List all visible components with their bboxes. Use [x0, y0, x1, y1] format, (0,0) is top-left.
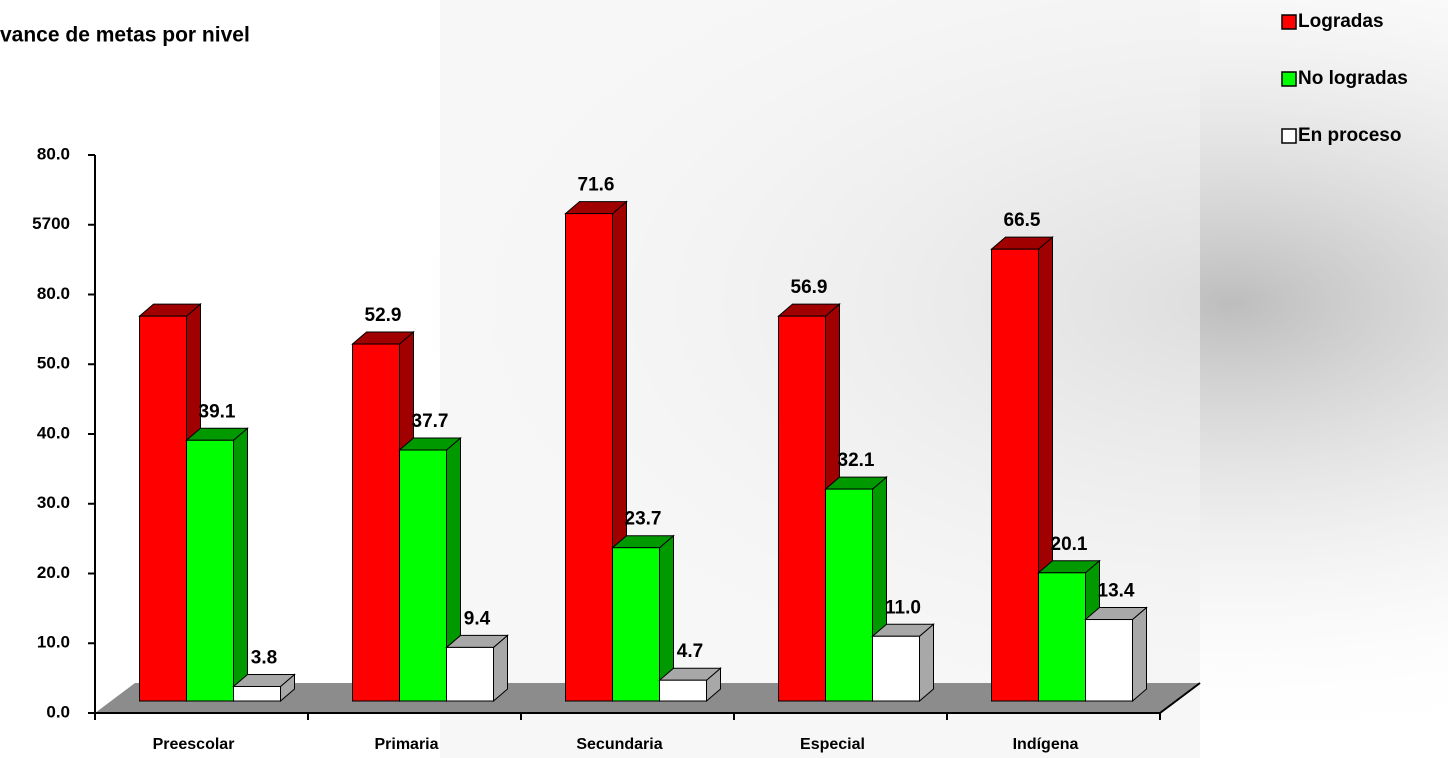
bar: [399, 449, 447, 702]
x-tick-label: Primaria: [374, 736, 438, 753]
y-tick-label: 50.0: [37, 354, 70, 373]
bar: [659, 679, 707, 702]
bar: [778, 315, 826, 702]
legend-label: Logradas: [1298, 11, 1384, 32]
y-tick-label: 0.0: [46, 702, 70, 721]
y-tick-label: 5700: [32, 214, 70, 233]
x-tick-label: Secundaria: [576, 736, 662, 753]
data-label: 71.6: [578, 175, 615, 196]
bar: [872, 635, 920, 702]
y-tick-label: 20.0: [37, 563, 70, 582]
data-label: 52.9: [365, 305, 402, 326]
x-tick-label: Indígena: [1013, 736, 1079, 753]
bar: [1085, 619, 1133, 702]
data-label: 56.9: [791, 277, 828, 298]
data-label: 3.8: [251, 648, 277, 669]
bar-side: [919, 623, 934, 703]
data-label: 13.4: [1098, 581, 1135, 602]
y-tick-label: 80.0: [37, 284, 70, 303]
x-tick-label: Especial: [800, 736, 865, 753]
x-axis-depth: [1159, 682, 1201, 714]
bar: [991, 248, 1039, 702]
data-label: 39.1: [199, 401, 236, 422]
bar: [446, 646, 494, 702]
bar: [139, 315, 187, 702]
data-label: 4.7: [677, 641, 703, 662]
bar-side: [1132, 606, 1147, 703]
legend-swatch: [1281, 128, 1297, 144]
legend-label: En proceso: [1298, 125, 1401, 146]
data-label: 66.5: [1004, 210, 1041, 231]
data-label: 9.4: [464, 608, 491, 629]
chart-title: vance de metas por nivel: [0, 24, 250, 47]
data-label: 20.1: [1051, 534, 1088, 555]
bar: [825, 488, 873, 702]
legend-swatch: [1281, 14, 1297, 30]
y-tick-label: 80.0: [37, 144, 70, 163]
bar: [612, 547, 660, 702]
data-label: 23.7: [625, 509, 662, 530]
data-label: 11.0: [885, 597, 921, 618]
data-label: 37.7: [412, 411, 449, 432]
legend-swatch: [1281, 71, 1297, 87]
legend-label: No logradas: [1298, 68, 1408, 89]
y-tick-label: 30.0: [37, 493, 70, 512]
data-label: 32.1: [838, 450, 875, 471]
bar: [352, 343, 400, 702]
bar: [233, 685, 281, 702]
y-tick-label: 10.0: [37, 633, 70, 652]
x-tick-label: Preescolar: [153, 736, 235, 753]
bar-side: [233, 427, 248, 703]
y-tick-label: 40.0: [37, 423, 70, 442]
bar: [565, 213, 613, 702]
bar: [1038, 572, 1086, 702]
bar: [186, 439, 234, 702]
